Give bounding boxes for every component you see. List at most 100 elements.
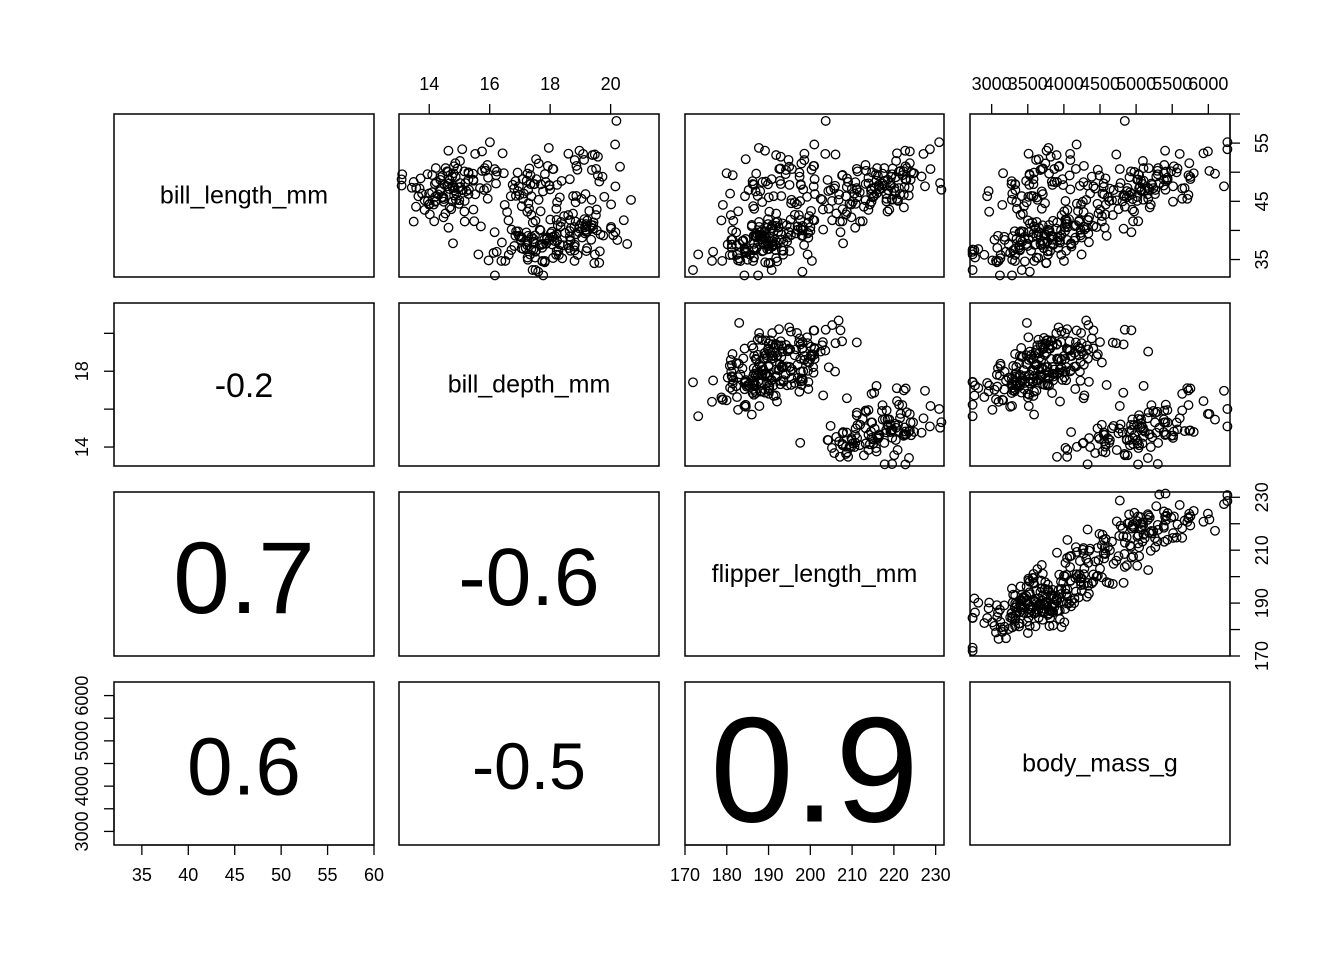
data-point (802, 191, 813, 202)
tick-label: 14 (72, 437, 92, 457)
data-point (792, 328, 802, 338)
data-point (1062, 216, 1073, 227)
data-point (1073, 592, 1084, 603)
data-point (830, 338, 841, 349)
data-point (1144, 184, 1155, 195)
data-point (612, 235, 623, 245)
data-point (1204, 408, 1215, 419)
data-point (1070, 384, 1081, 394)
data-point (1064, 551, 1075, 562)
data-point (1111, 338, 1122, 349)
tick-label: 210 (837, 865, 867, 885)
data-point (1016, 590, 1027, 600)
data-point (1065, 576, 1076, 587)
tick-label: 20 (601, 74, 621, 94)
correlation-label: 0.6 (187, 721, 301, 812)
data-point (904, 146, 915, 157)
data-point (784, 179, 795, 190)
data-point (820, 148, 831, 159)
tick-label: 170 (670, 865, 700, 885)
data-point (843, 451, 854, 462)
data-point (1045, 590, 1056, 601)
data-point (1142, 514, 1153, 525)
data-point (576, 218, 587, 229)
panel-r2-c4 (967, 302, 1233, 470)
data-point (1071, 569, 1082, 580)
data-point (787, 164, 797, 175)
data-point (774, 364, 785, 375)
data-point (1114, 164, 1125, 175)
data-point (510, 230, 521, 241)
data-point (1114, 530, 1125, 541)
data-point (887, 194, 898, 205)
data-point (969, 390, 980, 401)
data-point (1049, 364, 1060, 375)
data-point (1219, 181, 1229, 192)
data-point (1083, 237, 1094, 248)
data-point (1078, 207, 1089, 217)
data-point (796, 158, 807, 169)
data-point (1029, 578, 1039, 589)
data-point (1150, 407, 1161, 418)
data-point (898, 385, 909, 396)
data-point (1125, 540, 1135, 551)
tick-label: 35 (132, 865, 152, 885)
data-point (1040, 577, 1051, 588)
data-point (520, 242, 531, 253)
data-point (1145, 199, 1156, 210)
data-point (1007, 231, 1018, 242)
data-point (754, 401, 765, 412)
data-point (1115, 419, 1126, 430)
data-point (991, 394, 1001, 405)
data-point (477, 165, 487, 176)
data-point (1086, 578, 1097, 589)
data-point (1010, 179, 1021, 190)
data-point (898, 202, 909, 213)
data-point (535, 206, 546, 217)
data-point (1121, 560, 1132, 571)
data-point (459, 216, 470, 227)
data-point (488, 247, 499, 258)
tick-label: 4500 (1080, 74, 1120, 94)
data-point (1005, 247, 1016, 258)
data-point (834, 216, 845, 227)
data-point (473, 249, 484, 260)
data-point (452, 163, 463, 174)
data-point (1222, 496, 1233, 506)
data-point (726, 234, 737, 245)
data-point (1028, 228, 1039, 239)
data-point (1159, 506, 1169, 517)
correlation-label: 0.9 (710, 686, 919, 854)
data-point (1071, 139, 1082, 150)
data-point (830, 366, 841, 377)
data-point (967, 265, 978, 275)
data-point (1021, 590, 1032, 601)
data-point (997, 199, 1008, 210)
data-point (858, 201, 869, 212)
data-point (571, 190, 582, 201)
data-point (1041, 347, 1052, 358)
data-point (1031, 192, 1042, 203)
data-point (851, 184, 862, 195)
data-point (554, 192, 565, 203)
data-point (1019, 256, 1030, 267)
data-point (1119, 549, 1130, 559)
data-point (727, 384, 738, 395)
data-point (983, 386, 994, 397)
data-point (967, 645, 978, 656)
data-point (505, 191, 516, 202)
data-point (802, 332, 813, 343)
data-point (934, 137, 945, 148)
data-point (777, 218, 788, 229)
data-point (1204, 165, 1215, 176)
data-point (1222, 421, 1233, 432)
data-point (806, 164, 817, 175)
data-point (735, 369, 746, 380)
data-point (1059, 255, 1069, 266)
data-point (1118, 577, 1129, 588)
data-point (1030, 621, 1041, 632)
data-point (1179, 426, 1190, 437)
data-point (406, 182, 417, 193)
data-point (1065, 350, 1076, 361)
data-point (867, 417, 878, 428)
